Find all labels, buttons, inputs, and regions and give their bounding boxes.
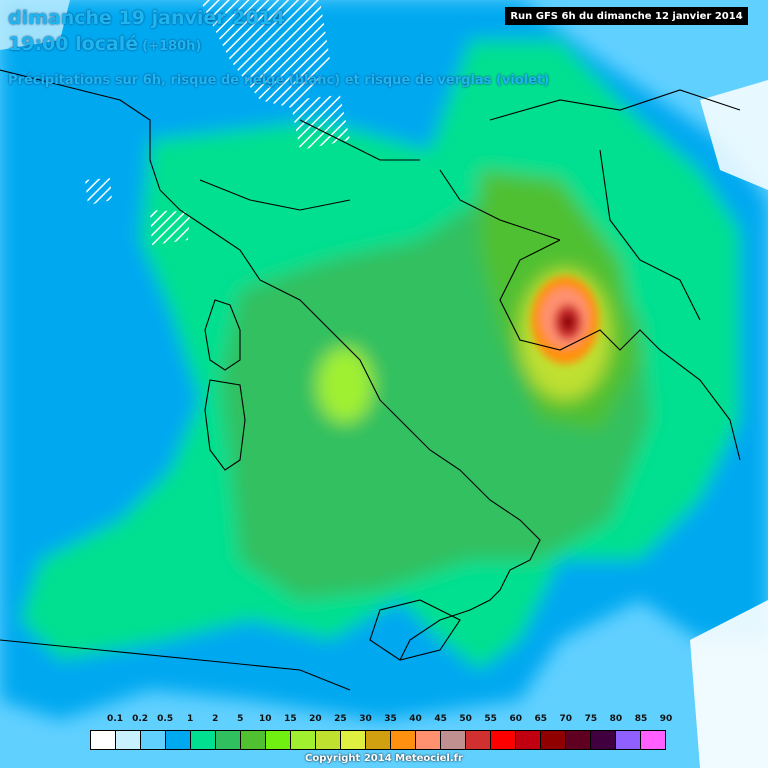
legend-swatch	[516, 731, 541, 749]
legend-swatch	[316, 731, 341, 749]
legend-swatch	[416, 731, 441, 749]
legend-label: 85	[634, 714, 648, 724]
legend-label: 10	[259, 714, 272, 724]
legend-swatch	[366, 731, 391, 749]
legend-label: 20	[309, 714, 322, 724]
legend-label: 35	[384, 714, 397, 724]
forecast-offset-label: (+180h)	[142, 39, 202, 54]
legend-label: 15	[284, 714, 297, 724]
legend-swatch	[566, 731, 591, 749]
legend-label: 30	[359, 714, 372, 724]
map-description: Précipitations sur 6h, risque de neige (…	[8, 73, 550, 88]
legend-label: 0.1	[107, 714, 124, 724]
legend-swatch	[391, 731, 416, 749]
legend-label: 5	[237, 714, 244, 724]
legend-swatch	[91, 731, 116, 749]
coastlines	[0, 69, 741, 691]
legend-label: 80	[609, 714, 623, 724]
legend-swatch	[541, 731, 566, 749]
legend-swatch	[641, 731, 665, 749]
legend-swatch	[341, 731, 366, 749]
local-time-label: 19:00 localé	[8, 33, 139, 55]
legend-swatch	[466, 731, 491, 749]
legend-swatch	[216, 731, 241, 749]
legend-label: 55	[484, 714, 497, 724]
map-time-title: 19:00 localé (+180h)	[8, 33, 201, 55]
legend-swatch	[291, 731, 316, 749]
legend-label: 50	[459, 714, 472, 724]
map-date-title: dimanche 19 janvier 2014	[8, 7, 286, 29]
legend-label: 40	[409, 714, 422, 724]
legend-label: 0.2	[132, 714, 149, 724]
legend-swatch	[241, 731, 266, 749]
legend-swatch	[141, 731, 166, 749]
legend-label: 60	[509, 714, 522, 724]
legend-swatch	[166, 731, 191, 749]
legend-label: 45	[434, 714, 447, 724]
legend-swatch	[116, 731, 141, 749]
legend-label: 90	[659, 714, 673, 724]
legend-label: 65	[534, 714, 548, 724]
legend-label: 1	[187, 714, 194, 724]
legend-label: 75	[584, 714, 598, 724]
legend-label: 70	[559, 714, 573, 724]
legend-label: 0.5	[157, 714, 174, 724]
legend-labels: 0.1 0.2 0.5 1 2 5 10 15 20 25 30 35 40 45 50 55 60 65 70 75…	[90, 714, 672, 726]
run-info-box: Run GFS 6h du dimanche 12 janvier 2014	[505, 7, 748, 25]
legend-label: 2	[212, 714, 219, 724]
legend-label: 25	[334, 714, 347, 724]
legend-swatch	[616, 731, 641, 749]
legend-color-bar	[90, 730, 666, 750]
legend-swatch	[191, 731, 216, 749]
legend-swatch	[441, 731, 466, 749]
legend-swatch	[491, 731, 516, 749]
legend-swatch	[591, 731, 616, 749]
legend-swatch	[266, 731, 291, 749]
copyright-text: Copyright 2014 Meteociel.fr	[305, 753, 463, 764]
